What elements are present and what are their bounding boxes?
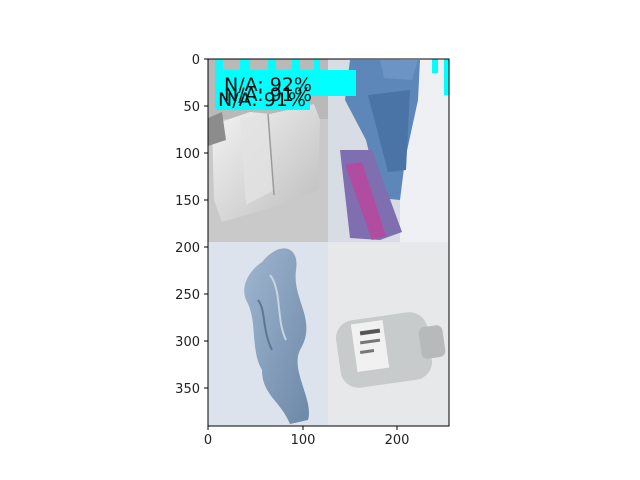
y-tick-label: 350	[175, 382, 200, 397]
y-tick-label: 200	[175, 241, 200, 256]
detection-label: N/A: 91%	[218, 89, 306, 111]
y-axis: 0 50 100 150 200 250 300 350	[175, 53, 208, 397]
x-tick-label: 100	[291, 433, 316, 448]
y-tick-label: 50	[183, 100, 200, 115]
detection-label: N/A: 92%	[224, 74, 312, 96]
x-tick-label: 0	[204, 433, 212, 448]
white-bottle-photo	[328, 242, 449, 426]
y-tick-label: 100	[175, 147, 200, 162]
axes-frame	[207, 58, 450, 427]
y-tick-label: 250	[175, 288, 200, 303]
blue-cardboard-photo	[328, 59, 449, 242]
image-grid: N/A: 91% N/A: 92% N/A: 91%	[208, 59, 449, 426]
x-axis: 0 100 200	[204, 426, 410, 448]
y-tick-label: 0	[192, 53, 200, 68]
blue-plastic-bag-photo	[208, 242, 328, 426]
y-tick-label: 300	[175, 335, 200, 350]
detection-overlay: N/A: 91% N/A: 92% N/A: 91%	[215, 59, 449, 111]
x-tick-label: 200	[385, 433, 410, 448]
y-tick-label: 150	[175, 194, 200, 209]
detection-label: N/A: 91%	[224, 84, 312, 106]
